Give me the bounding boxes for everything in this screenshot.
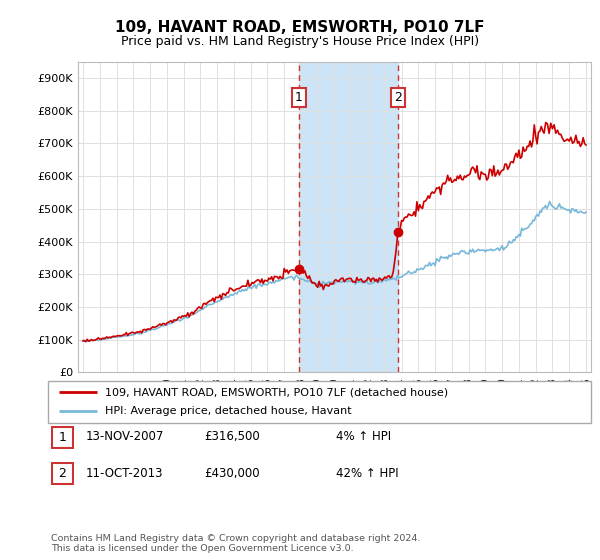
Text: £430,000: £430,000 — [204, 466, 260, 480]
Text: £316,500: £316,500 — [204, 430, 260, 444]
Text: Price paid vs. HM Land Registry's House Price Index (HPI): Price paid vs. HM Land Registry's House … — [121, 35, 479, 48]
Text: 109, HAVANT ROAD, EMSWORTH, PO10 7LF: 109, HAVANT ROAD, EMSWORTH, PO10 7LF — [115, 20, 485, 35]
Text: 2: 2 — [58, 467, 67, 480]
Text: 13-NOV-2007: 13-NOV-2007 — [86, 430, 164, 444]
Text: 1: 1 — [295, 91, 303, 104]
Text: 1: 1 — [58, 431, 67, 444]
FancyBboxPatch shape — [48, 381, 591, 423]
Text: 109, HAVANT ROAD, EMSWORTH, PO10 7LF (detached house): 109, HAVANT ROAD, EMSWORTH, PO10 7LF (de… — [105, 387, 448, 397]
Text: Contains HM Land Registry data © Crown copyright and database right 2024.
This d: Contains HM Land Registry data © Crown c… — [51, 534, 421, 553]
Text: 42% ↑ HPI: 42% ↑ HPI — [336, 466, 398, 480]
Text: 4% ↑ HPI: 4% ↑ HPI — [336, 430, 391, 444]
FancyBboxPatch shape — [52, 427, 73, 448]
Text: 2: 2 — [394, 91, 402, 104]
Bar — [299, 62, 398, 372]
Text: 11-OCT-2013: 11-OCT-2013 — [86, 466, 163, 480]
FancyBboxPatch shape — [52, 463, 73, 484]
Text: HPI: Average price, detached house, Havant: HPI: Average price, detached house, Hava… — [105, 407, 352, 417]
